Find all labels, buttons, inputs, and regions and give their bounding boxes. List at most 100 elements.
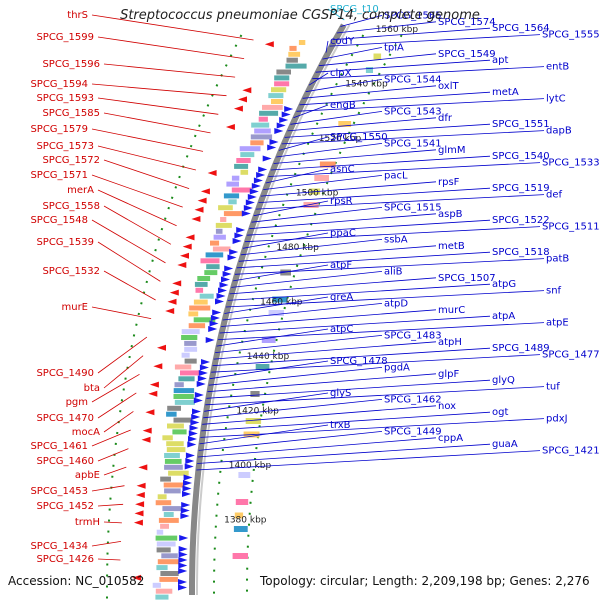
scale-tick-label: 1520 kbp	[319, 134, 362, 144]
cog-block	[155, 588, 173, 594]
gene-label: SPCG_1565	[384, 10, 442, 21]
cog-block	[314, 175, 329, 181]
cog-block	[212, 246, 231, 252]
cog-block	[168, 470, 189, 476]
leader-line	[97, 336, 148, 374]
cog-block	[162, 506, 183, 512]
gene-arrow	[234, 232, 244, 239]
gene-arrow	[172, 280, 182, 287]
gene-arrow	[142, 427, 152, 434]
accession-label: Accession: NC_010582	[8, 574, 145, 588]
cog-block	[167, 423, 184, 429]
gene-arrow	[262, 155, 272, 162]
cog-block	[215, 228, 223, 234]
gene-arrow	[222, 271, 232, 277]
gene-label: atpF	[330, 260, 352, 271]
gene-arrow	[184, 463, 194, 470]
cog-block	[188, 311, 199, 317]
scale-tick-label: 1540 kbp	[345, 80, 388, 90]
cog-block	[173, 388, 195, 394]
gene-label: SPCG_1558	[42, 201, 100, 212]
cog-block	[172, 429, 187, 435]
cog-block	[160, 571, 179, 576]
gene-arrow	[196, 381, 206, 387]
leader-line	[216, 328, 329, 347]
cog-block	[164, 458, 182, 464]
cog-block	[157, 494, 167, 500]
leader-line	[97, 145, 196, 171]
leader-line	[270, 155, 491, 171]
cog-block	[166, 441, 184, 447]
cog-block	[160, 523, 169, 529]
gene-arrow	[183, 480, 192, 486]
gene-arrow	[180, 252, 189, 259]
gene-label: entB	[546, 62, 569, 73]
gene-label: SPCG_1532	[42, 266, 100, 277]
leader-line	[247, 219, 491, 236]
leader-line	[318, 53, 437, 67]
leader-line	[198, 431, 383, 451]
gene-arrow	[182, 491, 191, 497]
gene-arrow	[148, 390, 158, 397]
gene-arrow	[284, 106, 294, 112]
gene-label: glyS	[330, 388, 351, 399]
cog-block	[184, 358, 197, 364]
cog-block	[166, 447, 186, 453]
leader-line	[329, 34, 541, 47]
leader-line	[225, 290, 545, 308]
cog-block	[155, 535, 178, 541]
gene-label: SPCG_1470	[36, 413, 94, 424]
gene-arrow	[177, 262, 187, 268]
gene-arrow	[185, 458, 195, 464]
gene-label: SPCG_1453	[30, 486, 88, 497]
leader-line	[236, 251, 491, 269]
gene-arrow	[199, 364, 209, 371]
leader-line	[281, 130, 545, 145]
cog-block	[193, 317, 216, 323]
gene-arrow	[178, 584, 187, 591]
gene-label: atpG	[492, 279, 516, 290]
cog-block	[164, 453, 180, 458]
gene-label: SPCG_1477	[542, 350, 600, 361]
leader-line	[91, 174, 183, 208]
cog-block	[223, 211, 243, 217]
gene-label: dfr	[438, 113, 453, 124]
gene-label: engB	[330, 100, 356, 111]
cog-block	[262, 104, 283, 110]
cog-block	[271, 87, 287, 93]
gene-label: SPCG_1541	[384, 138, 442, 149]
gene-label: def	[546, 190, 563, 201]
leader-line	[103, 521, 122, 524]
gene-arrow	[178, 551, 188, 558]
gene-label: asnC	[330, 164, 355, 175]
gene-label: murE	[61, 302, 88, 313]
cog-block	[200, 258, 220, 264]
gene-label: glpF	[438, 369, 459, 380]
leader-line	[203, 399, 383, 419]
gene-arrow	[178, 562, 188, 569]
gene-label: thrS	[67, 10, 88, 21]
gene-arrow	[136, 482, 146, 489]
gene-arrow	[245, 199, 255, 206]
leader-line	[91, 14, 254, 41]
gene-arrow	[178, 546, 188, 552]
gene-label: oxlT	[438, 81, 460, 92]
gene-label: SPCG_1594	[30, 79, 88, 90]
cog-block	[288, 51, 301, 57]
gene-arrow	[135, 501, 145, 508]
cog-block	[205, 252, 224, 258]
gene-label: lytC	[546, 94, 566, 105]
leader-line	[327, 8, 345, 21]
gene-label: SPCG_1519	[492, 183, 550, 194]
cog-block	[174, 382, 184, 388]
leader-line	[199, 424, 329, 445]
cog-block	[194, 281, 208, 287]
cog-block	[226, 181, 239, 187]
gene-label: pdxJ	[546, 414, 568, 425]
leader-line	[197, 443, 491, 464]
gene-label: SPCG_1478	[330, 356, 388, 367]
gene-arrow	[188, 430, 198, 437]
scale-tick-label: 1560 kbp	[376, 25, 419, 35]
gene-arrow	[279, 117, 289, 123]
gene-arrow	[169, 289, 179, 296]
